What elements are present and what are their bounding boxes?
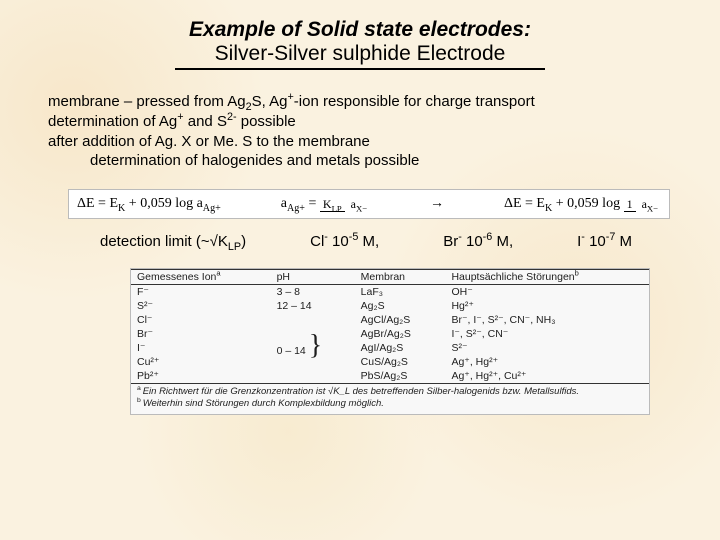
- interference-table: Gemessenes Iona pH Membran Hauptsächlich…: [130, 268, 650, 415]
- body-paragraph: membrane – pressed from Ag2S, Ag+-ion re…: [48, 92, 690, 171]
- detection-label: detection limit (~√KLP): [100, 233, 246, 250]
- eq-3: ΔE = EK + 0,059 log 1 aX−: [504, 196, 661, 212]
- line-1: membrane – pressed from Ag2S, Ag+-ion re…: [48, 92, 690, 112]
- eq-1: ΔE = EK + 0,059 log aAg+: [77, 196, 221, 212]
- table-row: Pb²⁺PbS/Ag₂SAg⁺, Hg²⁺, Cu²⁺: [131, 369, 649, 384]
- table-row: Br⁻AgBr/Ag₂SI⁻, S²⁻, CN⁻: [131, 327, 649, 341]
- th-stoerungen: Hauptsächliche Störungenb: [445, 270, 649, 285]
- title-line-2: Silver-Silver sulphide Electrode: [30, 42, 690, 66]
- title-block: Example of Solid state electrodes: Silve…: [30, 18, 690, 70]
- eq-2: aAg+ = KLP aX−: [281, 196, 370, 212]
- title-underline: [175, 68, 545, 70]
- arrow-icon: →: [430, 196, 444, 212]
- dl-item-cl: Cl- 10-5 M,: [310, 233, 379, 250]
- table-body: F⁻3 – 8LaF₃OH⁻ S²⁻12 – 14Ag₂SHg²⁺ Cl⁻0 –…: [131, 285, 649, 384]
- line-3: after addition of Ag. X or Me. S to the …: [48, 132, 690, 152]
- table-footnotes: a Ein Richtwert für die Grenzkonzentrati…: [131, 384, 649, 414]
- table-row: S²⁻12 – 14Ag₂SHg²⁺: [131, 299, 649, 313]
- table-header-row: Gemessenes Iona pH Membran Hauptsächlich…: [131, 270, 649, 285]
- line-4: determination of halogenides and metals …: [90, 151, 690, 171]
- equation-strip: ΔE = EK + 0,059 log aAg+ aAg+ = KLP aX− …: [68, 189, 670, 219]
- th-ph: pH: [271, 270, 355, 285]
- detection-limit-row: detection limit (~√KLP) Cl- 10-5 M, Br- …: [100, 233, 690, 250]
- dl-item-i: I- 10-7 M: [577, 233, 632, 250]
- table-row: Cl⁻0 – 14 }AgCl/Ag₂SBr⁻, I⁻, S²⁻, CN⁻, N…: [131, 313, 649, 327]
- table-row: I⁻AgI/Ag₂SS²⁻: [131, 341, 649, 355]
- th-ion: Gemessenes Iona: [131, 270, 271, 285]
- title-line-1: Example of Solid state electrodes:: [30, 18, 690, 42]
- table-row: Cu²⁺CuS/Ag₂SAg⁺, Hg²⁺: [131, 355, 649, 369]
- table-row: F⁻3 – 8LaF₃OH⁻: [131, 285, 649, 300]
- th-membran: Membran: [355, 270, 446, 285]
- slide-page: Example of Solid state electrodes: Silve…: [0, 0, 720, 540]
- dl-item-br: Br- 10-6 M,: [443, 233, 513, 250]
- line-2: determination of Ag+ and S2- possible: [48, 112, 690, 132]
